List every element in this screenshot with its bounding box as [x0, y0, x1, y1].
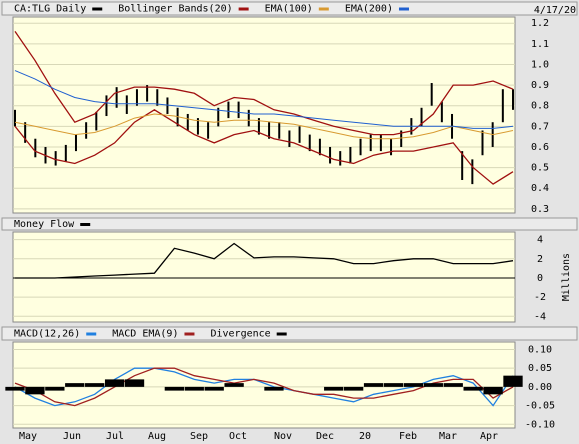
divergence-bar: [65, 383, 85, 387]
x-tick-label: Jun: [63, 431, 81, 442]
divergence-bar: [184, 386, 204, 391]
y-tick-label: -0.10: [525, 419, 555, 430]
plot-area: [12, 16, 516, 214]
x-tick-label: Oct: [229, 431, 247, 442]
legend-label: MACD(12,26): [14, 329, 80, 340]
x-tick-label: 20: [359, 431, 371, 442]
divergence-bar: [383, 383, 404, 387]
divergence-bar: [343, 386, 364, 391]
y-tick-label: -2: [534, 292, 546, 303]
y-tick-label: 0.05: [528, 363, 552, 374]
divergence-bar: [324, 386, 344, 391]
y-tick-label: 0.00: [528, 382, 552, 393]
date-label: 4/17/20: [534, 5, 576, 16]
panel-header: [1, 326, 578, 341]
divergence-bar: [423, 383, 443, 387]
divergence-bar: [25, 386, 45, 395]
divergence-bar: [104, 379, 125, 387]
y-tick-label: -4: [534, 311, 546, 322]
y-tick-label: 0.9: [531, 80, 549, 91]
y-tick-label: 2: [537, 254, 543, 265]
x-tick-label: Nov: [274, 431, 292, 442]
legend-label: EMA(200): [345, 4, 393, 15]
series-line: [14, 70, 514, 129]
y-tick-label: 0.7: [531, 121, 549, 132]
plot-area: [12, 231, 516, 323]
divergence-bar: [5, 386, 25, 391]
y-tick-label: 1.2: [531, 18, 549, 29]
divergence-bar: [45, 386, 65, 391]
divergence-bar: [264, 386, 284, 391]
legend-label: Money Flow: [14, 219, 75, 230]
legend-swatch: [318, 7, 329, 11]
legend-swatch: [92, 7, 103, 11]
y-tick-label: 0.4: [531, 183, 549, 194]
legend-label: CA:TLG Daily: [14, 4, 86, 15]
legend-label: Bollinger Bands(20): [118, 4, 232, 15]
y-tick-label: 0.5: [531, 163, 549, 174]
legend-swatch: [86, 332, 97, 336]
y-tick-label: -0.05: [525, 401, 555, 412]
legend-swatch: [238, 7, 249, 11]
legend-label: MACD EMA(9): [112, 329, 178, 340]
series-line: [14, 367, 514, 407]
legend-swatch: [276, 332, 287, 336]
y-tick-label: 1.1: [531, 39, 549, 50]
series-line: [14, 109, 514, 185]
series-line: [15, 242, 514, 279]
divergence-bar: [204, 386, 224, 391]
x-tick-label: Apr: [480, 431, 498, 442]
y-axis-label: Millions: [561, 253, 572, 301]
divergence-bar: [224, 383, 244, 387]
y-tick-label: 0.6: [531, 142, 549, 153]
legend-label: Divergence: [210, 329, 270, 340]
divergence-bar: [85, 383, 105, 387]
x-tick-label: Feb: [399, 431, 417, 442]
x-tick-label: Mar: [439, 431, 457, 442]
divergence-bar: [164, 386, 185, 391]
x-tick-label: Dec: [316, 431, 334, 442]
panel-header: [1, 217, 578, 231]
panel-header: [1, 1, 578, 16]
x-tick-label: Jul: [106, 431, 124, 442]
series-line: [14, 31, 514, 136]
y-tick-label: 0.8: [531, 101, 549, 112]
y-tick-label: 4: [537, 235, 543, 246]
y-tick-label: 0.10: [528, 344, 552, 355]
divergence-bar: [443, 383, 463, 387]
divergence-bar: [363, 383, 384, 387]
y-tick-label: 0.3: [531, 204, 549, 215]
x-tick-label: Sep: [190, 431, 208, 442]
legend-label: EMA(100): [265, 4, 313, 15]
series-line: [14, 113, 514, 140]
y-tick-label: 0: [537, 273, 543, 284]
legend-swatch: [184, 332, 195, 336]
divergence-bar: [503, 375, 523, 387]
divergence-bar: [463, 386, 483, 391]
y-tick-label: 1.0: [531, 59, 549, 70]
legend-swatch: [80, 223, 91, 226]
x-tick-label: Aug: [148, 431, 166, 442]
divergence-bar: [124, 379, 145, 387]
divergence-bar: [483, 386, 503, 395]
legend-swatch: [398, 7, 409, 11]
divergence-bar: [403, 383, 424, 387]
x-tick-label: May: [19, 431, 37, 442]
